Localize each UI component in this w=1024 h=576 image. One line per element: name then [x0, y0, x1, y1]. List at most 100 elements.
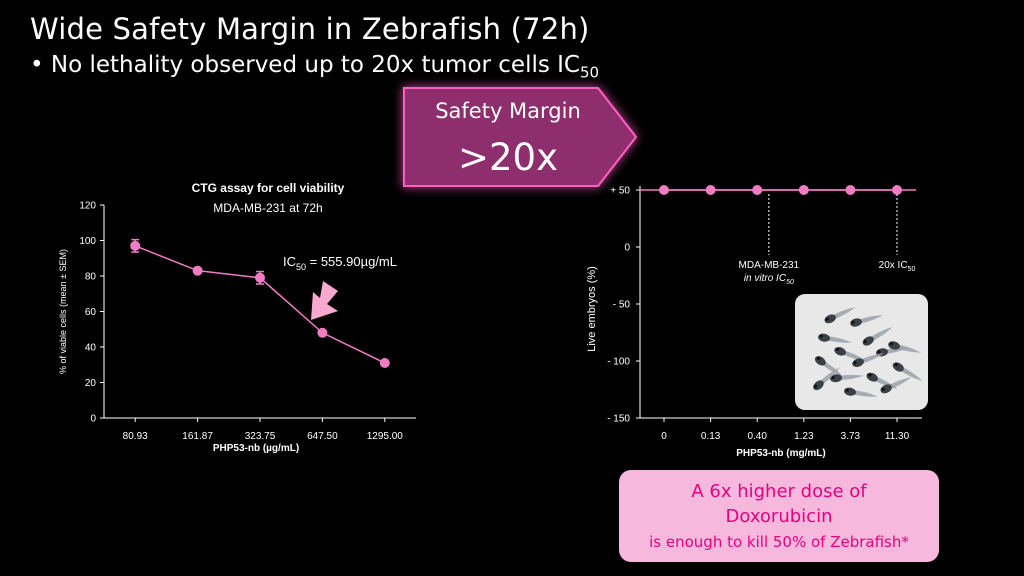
y-tick-label: 120	[79, 201, 96, 212]
data-point	[255, 272, 265, 283]
y-tick-label: 0	[90, 414, 96, 425]
data-point	[379, 357, 390, 368]
zebrafish-embryo	[814, 356, 844, 377]
embryo-eye	[881, 387, 885, 391]
y-tick-label: + 50	[610, 186, 630, 197]
y-tick-label: 0	[624, 243, 630, 254]
embryo-eye	[853, 361, 857, 365]
embryo-tail	[851, 390, 878, 397]
y-tick-label: 60	[85, 307, 97, 318]
twenty-x-marker-label: 20x IC50	[879, 260, 916, 273]
y-tick-label: - 50	[613, 300, 631, 311]
x-tick-label: 0.13	[701, 431, 721, 442]
embryo-tail	[841, 350, 867, 361]
doxorubicin-note: A 6x higher dose of Doxorubicin is enoug…	[619, 470, 939, 562]
data-point	[798, 185, 809, 195]
ic50-subscript: 50	[296, 262, 306, 272]
zebrafish-embryo	[880, 377, 912, 394]
zebrafish-embryo	[862, 327, 893, 346]
embryo-eye	[831, 375, 835, 380]
data-point	[752, 185, 763, 195]
embryo-head	[862, 336, 874, 346]
embryo-eye	[845, 388, 849, 392]
embryo-eye	[819, 334, 823, 338]
data-point	[130, 240, 141, 251]
twenty-x-subscript: 50	[908, 266, 916, 273]
chart-title: CTG assay for cell viability	[192, 181, 345, 195]
chart-subtitle: MDA-MB-231 at 72h	[213, 201, 322, 215]
embryo-tail	[899, 366, 923, 381]
zebrafish-embryo	[844, 387, 878, 397]
embryo-tail	[820, 360, 844, 377]
embryo-tail	[857, 315, 884, 324]
x-axis-label: PHP53-nb (µg/mL)	[213, 443, 299, 454]
x-tick-label: 3.73	[841, 431, 861, 442]
embryo-eye	[877, 350, 881, 354]
y-axis-label: Live embryos (%)	[586, 266, 598, 352]
data-point	[705, 185, 716, 195]
x-tick-label: 0	[661, 431, 667, 442]
embryo-eye	[813, 384, 818, 389]
embryo-tail	[869, 327, 893, 342]
ic50-annotation: IC50 = 555.90µg/mL	[283, 254, 397, 272]
note-line-2: Doxorubicin	[725, 506, 833, 527]
embryo-eye	[825, 317, 829, 321]
bullet-text: No lethality observed up to 20x tumor ce…	[50, 52, 580, 78]
note-line-1: A 6x higher dose of	[691, 481, 867, 502]
x-tick-label: 1.23	[794, 431, 814, 442]
embryo-tail	[831, 307, 856, 320]
y-tick-label: 80	[85, 272, 97, 283]
ic50-marker-subscript: 50	[786, 279, 794, 286]
zebrafish-embryos-photo	[795, 294, 928, 410]
x-tick-label: 161.87	[182, 431, 213, 442]
zebrafish-embryo	[818, 333, 852, 343]
embryo-eye	[863, 340, 867, 344]
ic50-prefix: IC	[283, 254, 296, 269]
embryo-head	[852, 358, 864, 367]
bullet-symbol: •	[30, 52, 44, 78]
embryo-tail	[837, 374, 864, 380]
data-point	[192, 265, 203, 276]
embryo-tail	[825, 336, 852, 343]
x-tick-label: 323.75	[245, 431, 276, 442]
zebrafish-embryo	[852, 353, 885, 367]
embryo-tail	[859, 353, 885, 364]
y-tick-label: 40	[85, 343, 97, 354]
data-point	[659, 185, 669, 195]
zebrafish-embryo	[850, 315, 884, 327]
slide-title: Wide Safety Margin in Zebrafish (72h)	[30, 12, 590, 46]
ic50-marker-text: in vitro IC	[744, 273, 787, 284]
embryo-tail	[895, 344, 922, 353]
data-point	[892, 185, 902, 195]
note-line-3: is enough to kill 50% of Zebrafish*	[649, 533, 909, 551]
twenty-x-text: 20x IC	[879, 260, 908, 271]
data-point	[845, 185, 856, 195]
zebrafish-embryo	[888, 341, 922, 353]
ic50-marker-label: MDA-MB-231	[739, 260, 800, 271]
slide-bullet: • No lethality observed up to 20x tumor …	[30, 52, 599, 82]
zebrafish-embryo	[830, 374, 864, 383]
y-axis-label: % of viable cells (mean ± SEM)	[58, 249, 68, 374]
x-tick-label: 0.40	[747, 431, 767, 442]
x-axis-label: PHP53-nb (mg/mL)	[736, 448, 825, 459]
embryo-eye	[836, 347, 840, 351]
ic50-marker-sublabel: in vitro IC50	[744, 273, 794, 286]
zebrafish-embryo	[834, 347, 867, 361]
embryo-tail	[887, 377, 912, 390]
embryo-eye	[851, 320, 855, 324]
bullet-subscript: 50	[580, 63, 600, 82]
embryo-head	[880, 384, 892, 394]
y-tick-label: - 100	[607, 357, 630, 368]
ic50-value: = 555.90µg/mL	[306, 254, 397, 269]
x-tick-label: 1295.00	[367, 431, 404, 442]
embryo-eye	[894, 363, 898, 367]
ic50-arrow-icon	[311, 281, 338, 320]
y-tick-label: - 150	[607, 414, 630, 425]
embryo-head	[850, 318, 862, 327]
embryo-eye	[868, 373, 872, 377]
zebrafish-embryo	[892, 362, 923, 381]
embryo-eye	[816, 356, 821, 360]
zebrafish-embryo	[813, 367, 840, 391]
